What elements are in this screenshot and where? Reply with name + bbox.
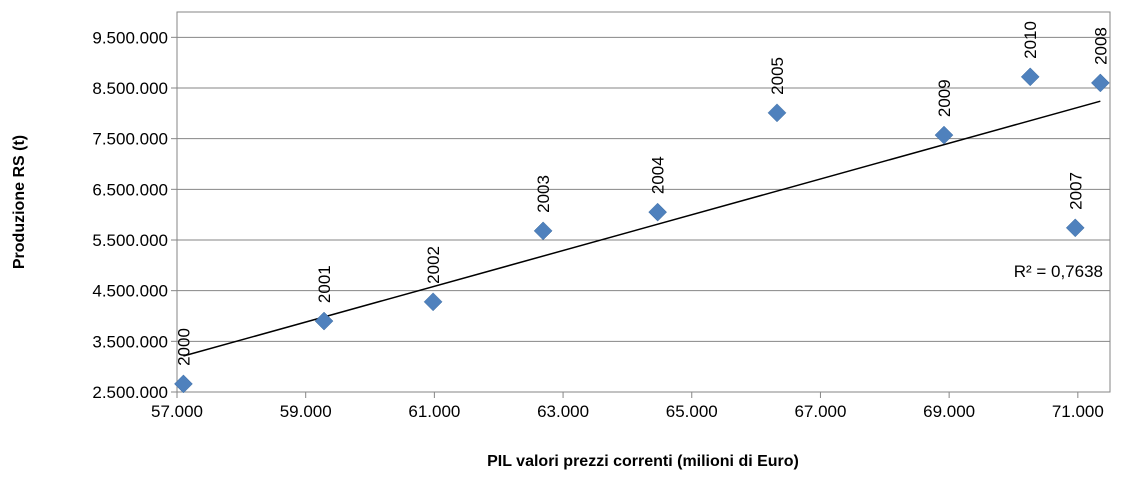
point (533, 221, 553, 241)
point-label: 2007 (1066, 172, 1085, 210)
x-tick-label: 57.000 (151, 402, 203, 421)
point (767, 103, 787, 123)
x-tick-label: 59.000 (280, 402, 332, 421)
y-tick-label: 9.500.000 (92, 28, 168, 47)
x-tick-label: 69.000 (923, 402, 975, 421)
point-label: 2002 (424, 246, 443, 284)
point (648, 202, 668, 222)
point (1065, 218, 1085, 238)
x-tick-label: 61.000 (408, 402, 460, 421)
x-tick-label: 65.000 (666, 402, 718, 421)
y-tick-label: 6.500.000 (92, 180, 168, 199)
point (314, 311, 334, 331)
x-tick-label: 71.000 (1052, 402, 1104, 421)
point-label: 2005 (768, 57, 787, 95)
point-label: 2010 (1021, 21, 1040, 59)
point (1020, 67, 1040, 87)
y-axis-title: Produzione RS (t) (11, 135, 28, 269)
point-label: 2000 (174, 328, 193, 366)
trendline-label: R² = 0,7638 (1014, 262, 1103, 281)
y-tick-label: 7.500.000 (92, 130, 168, 149)
y-tick-label: 8.500.000 (92, 79, 168, 98)
y-tick-label: 2.500.000 (92, 383, 168, 402)
point (423, 292, 443, 312)
x-tick-label: 67.000 (794, 402, 846, 421)
point-label: 2008 (1091, 27, 1110, 65)
point-label: 2004 (649, 156, 668, 194)
point (1090, 73, 1110, 93)
x-axis-title: PIL valori prezzi correnti (milioni di E… (487, 453, 799, 470)
plot-border (176, 11, 1111, 393)
point-label: 2009 (935, 79, 954, 117)
trendline (183, 100, 1101, 357)
point (174, 374, 193, 394)
y-tick-label: 3.500.000 (92, 332, 168, 351)
point-label: 2001 (315, 265, 334, 303)
x-tick-label: 63.000 (537, 402, 589, 421)
y-tick-label: 4.500.000 (92, 282, 168, 301)
point-label: 2003 (534, 175, 553, 213)
point (934, 125, 954, 145)
y-tick-label: 5.500.000 (92, 231, 168, 250)
